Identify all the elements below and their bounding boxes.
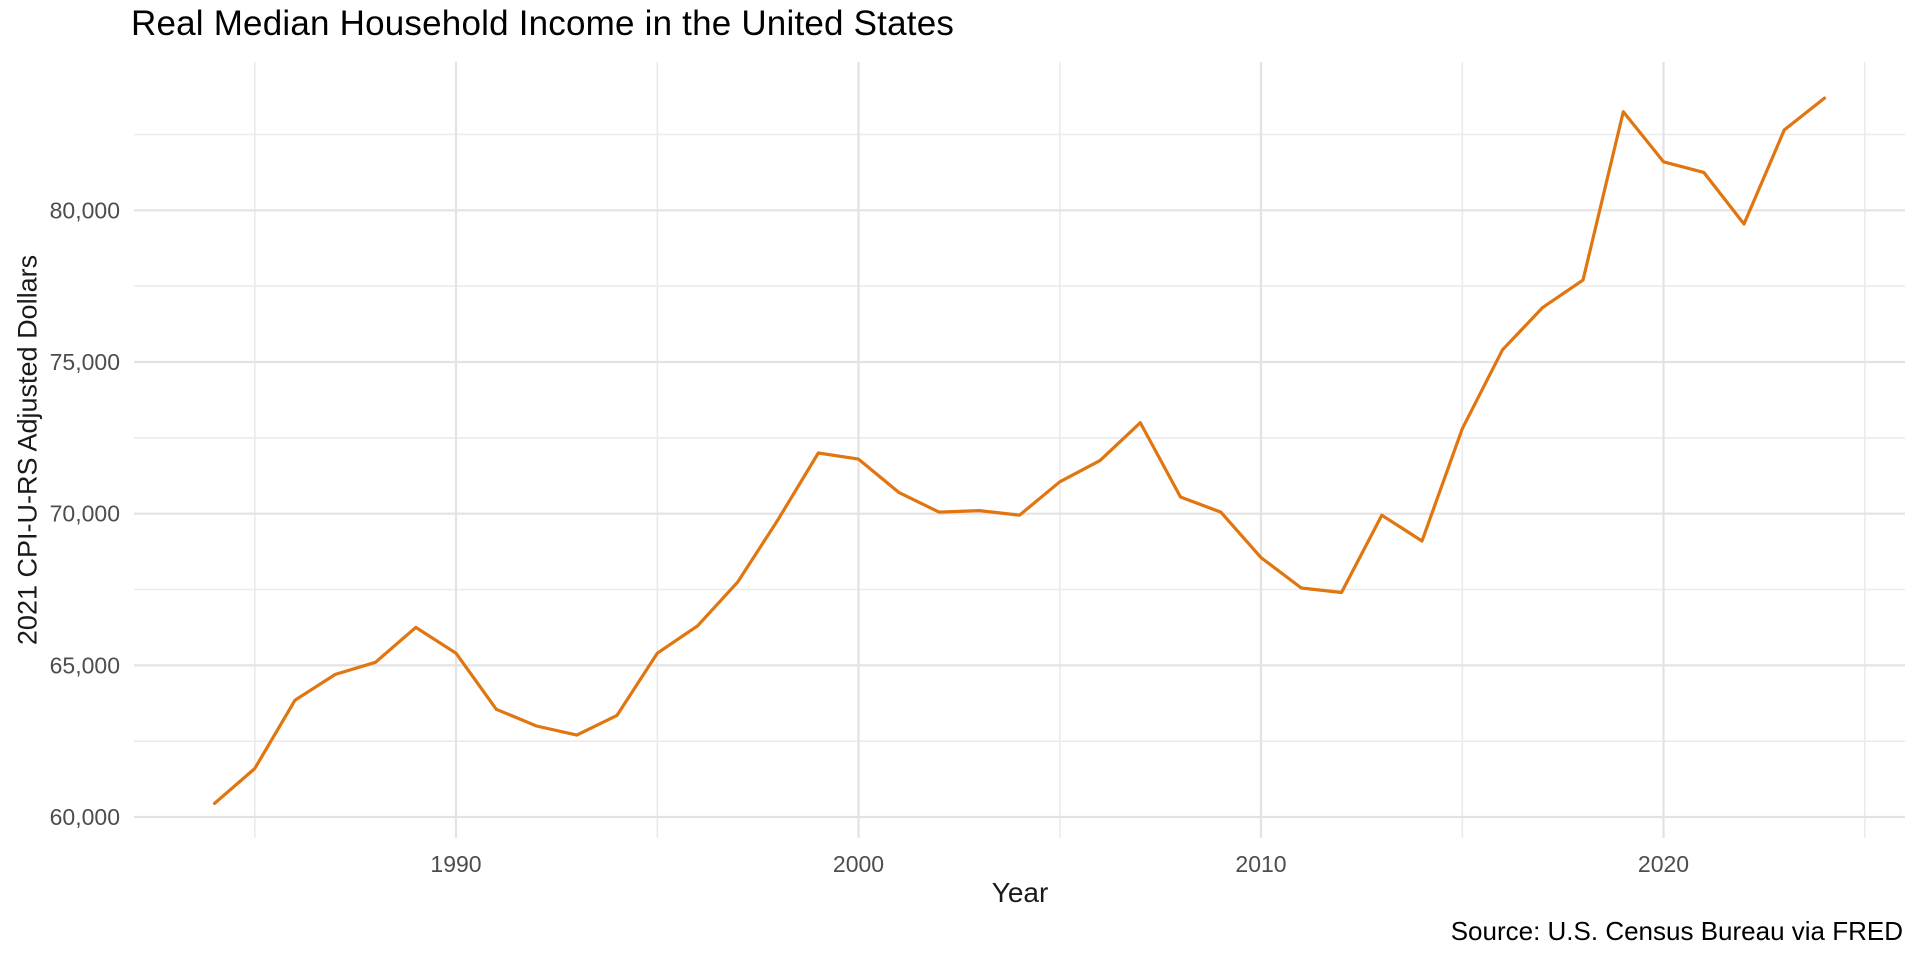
y-tick-label: 80,000 — [50, 197, 120, 223]
source-caption: Source: U.S. Census Bureau via FRED — [1450, 916, 1903, 946]
x-tick-label: 2010 — [1235, 851, 1286, 877]
y-tick-label: 70,000 — [50, 501, 120, 527]
x-axis-title: Year — [991, 877, 1049, 908]
y-tick-label: 65,000 — [50, 652, 120, 678]
x-tick-label: 2000 — [833, 851, 884, 877]
y-tick-label: 75,000 — [50, 349, 120, 375]
x-tick-label: 2020 — [1638, 851, 1689, 877]
income-line — [212, 96, 1827, 806]
x-tick-label: 1990 — [430, 851, 481, 877]
y-tick-label: 60,000 — [50, 804, 120, 830]
chart-title: Real Median Household Income in the Unit… — [131, 4, 955, 43]
y-axis-title: 2021 CPI-U-RS Adjusted Dollars — [12, 254, 43, 646]
